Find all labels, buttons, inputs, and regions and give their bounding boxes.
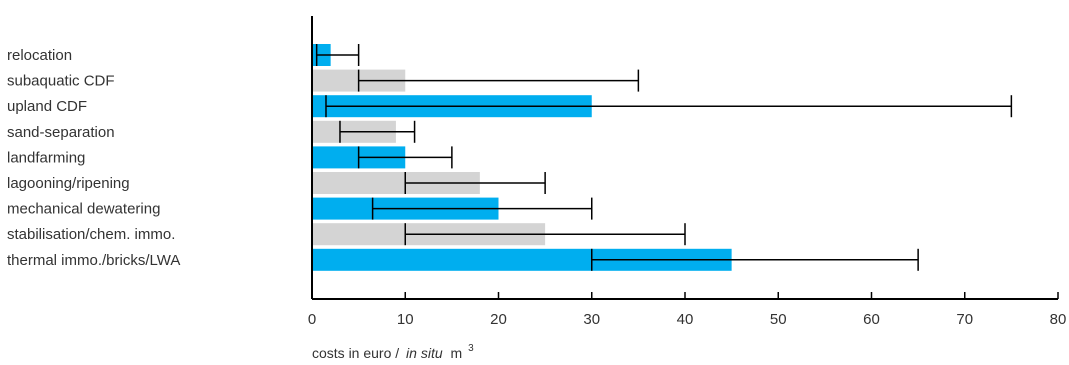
category-label: mechanical dewatering [7, 201, 160, 218]
x-axis-label: costs in euro / in situ m 3 [312, 343, 474, 361]
category-label: stabilisation/chem. immo. [7, 226, 175, 243]
x-axis-label-sup: 3 [468, 343, 474, 354]
x-axis-label-unit: m [451, 345, 463, 361]
x-tick-label: 20 [490, 311, 507, 328]
category-label: thermal immo./bricks/LWA [7, 252, 180, 269]
category-label: relocation [7, 47, 72, 64]
category-labels: relocation subaquatic CDF upland CDF sand-s… [7, 47, 180, 269]
x-tick-label: 30 [583, 311, 600, 328]
x-axis-label-main: costs in euro / [312, 345, 399, 361]
category-label: sand-separation [7, 124, 115, 141]
x-tick-label: 40 [677, 311, 694, 328]
x-tick-label: 60 [863, 311, 880, 328]
bar [312, 248, 732, 271]
x-axis-label-italic: in situ [406, 345, 443, 361]
x-tick-label: 50 [770, 311, 787, 328]
bar [312, 172, 480, 194]
error-bars [315, 44, 1013, 271]
x-ticks: 0 10 20 30 40 50 60 70 80 [308, 292, 1067, 328]
category-label: upland CDF [7, 98, 87, 115]
category-label: landfarming [7, 149, 85, 166]
x-tick-label: 80 [1050, 311, 1067, 328]
category-label: subaquatic CDF [7, 73, 115, 90]
x-tick-label: 10 [397, 311, 414, 328]
x-tick-label: 0 [308, 311, 316, 328]
x-tick-label: 70 [956, 311, 973, 328]
category-label: lagooning/ripening [7, 175, 130, 192]
